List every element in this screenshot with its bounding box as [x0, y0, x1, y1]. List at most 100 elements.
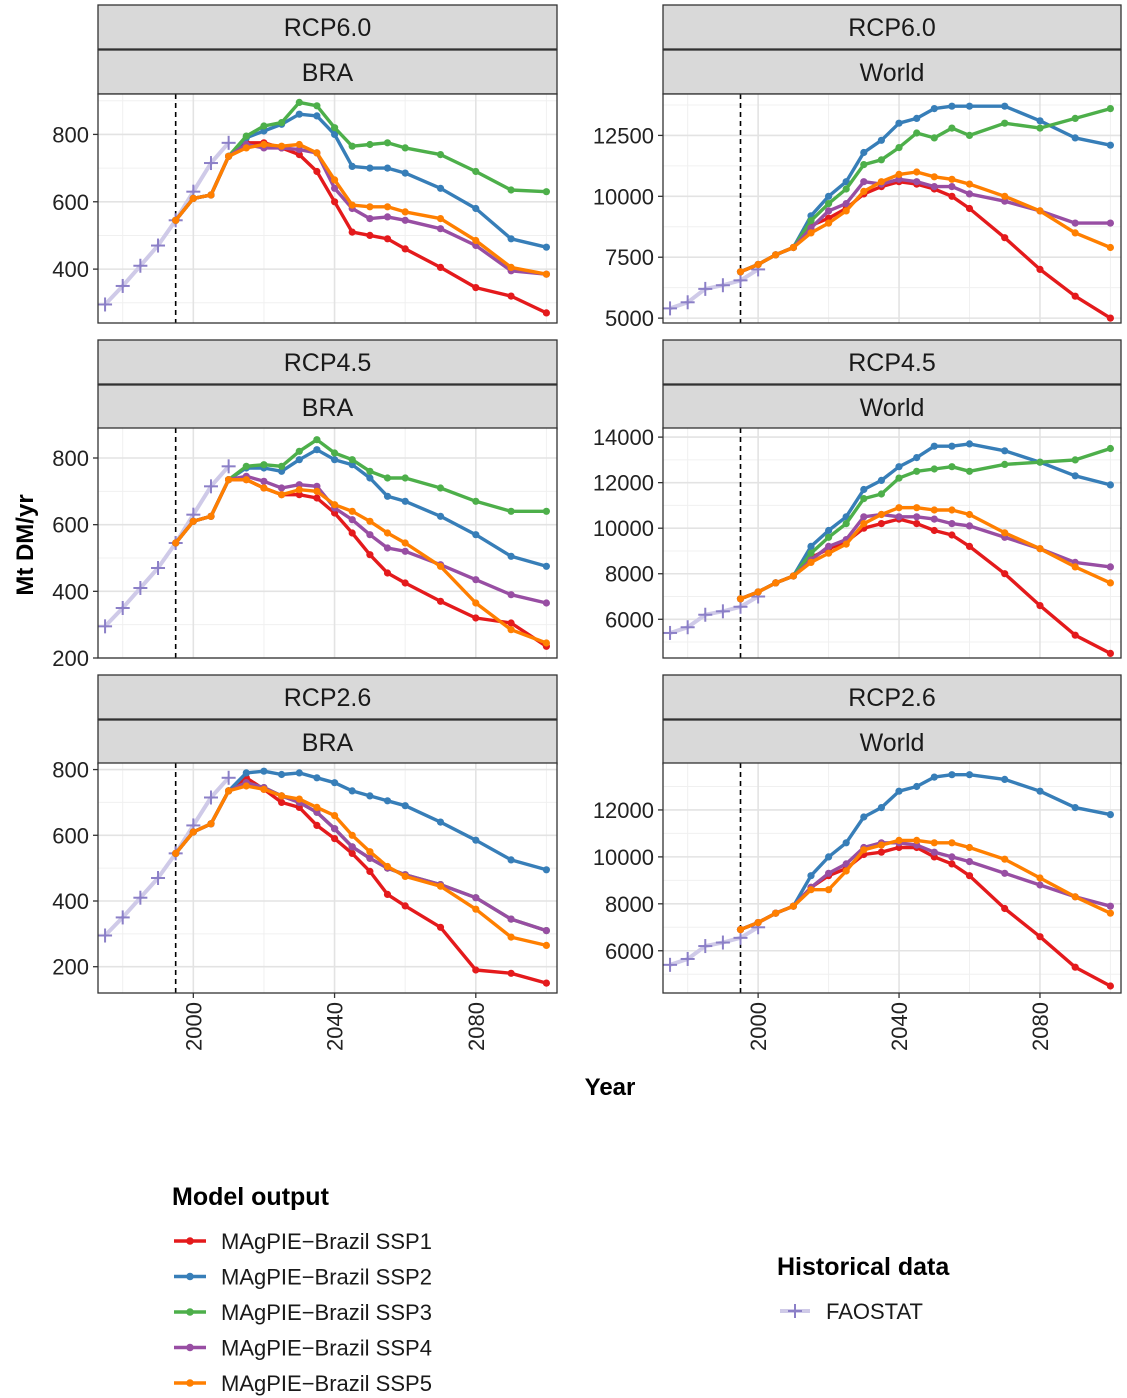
series-point-magpie-brazil-ssp5 — [1106, 243, 1114, 252]
series-point-magpie-brazil-ssp4 — [895, 513, 903, 521]
series-point-magpie-brazil-ssp3 — [472, 167, 480, 176]
historical-faostat-point — [203, 479, 218, 494]
series-point-magpie-brazil-ssp2 — [401, 802, 409, 810]
series-point-magpie-brazil-ssp2 — [877, 136, 886, 144]
series-point-magpie-brazil-ssp4 — [383, 544, 392, 552]
facet-strip-region — [97, 719, 558, 765]
series-point-magpie-brazil-ssp5 — [754, 588, 762, 596]
historical-faostat-point — [203, 156, 218, 171]
series-point-magpie-brazil-ssp4 — [401, 547, 409, 555]
series-point-magpie-brazil-ssp5 — [436, 215, 445, 223]
series-point-magpie-brazil-ssp1 — [965, 872, 974, 880]
y-tick-label: 10000 — [593, 516, 654, 541]
series-point-magpie-brazil-ssp4 — [1106, 219, 1114, 227]
series-point-magpie-brazil-ssp4 — [295, 481, 303, 489]
series-point-magpie-brazil-ssp5 — [754, 260, 762, 269]
series-point-magpie-brazil-ssp5 — [789, 243, 798, 252]
series-point-magpie-brazil-ssp1 — [383, 890, 392, 899]
series-point-magpie-brazil-ssp5 — [313, 803, 321, 812]
series-point-magpie-brazil-ssp2 — [825, 526, 833, 535]
legend-key-point — [186, 1237, 194, 1245]
series-point-magpie-brazil-ssp1 — [507, 969, 515, 977]
series-point-magpie-brazil-ssp1 — [507, 619, 515, 627]
series-point-magpie-brazil-ssp2 — [278, 770, 286, 779]
series-point-magpie-brazil-ssp3 — [807, 217, 815, 225]
series-point-magpie-brazil-ssp1 — [1106, 649, 1114, 658]
series-point-magpie-brazil-ssp2 — [895, 119, 903, 127]
series-point-magpie-brazil-ssp3 — [242, 462, 250, 470]
legend-title-historical-data: Historical data — [777, 1253, 950, 1281]
series-point-magpie-brazil-ssp5 — [383, 529, 392, 537]
series-point-magpie-brazil-ssp5 — [401, 208, 409, 216]
series-point-magpie-brazil-ssp4 — [842, 860, 850, 868]
series-point-magpie-brazil-ssp2 — [507, 856, 515, 864]
series-point-magpie-brazil-ssp5 — [948, 839, 956, 847]
series-point-magpie-brazil-ssp4 — [860, 513, 868, 521]
series-point-magpie-brazil-ssp5 — [542, 941, 551, 950]
series-point-magpie-brazil-ssp2 — [913, 454, 921, 462]
series-point-magpie-brazil-ssp4 — [965, 522, 974, 530]
series-point-magpie-brazil-ssp4 — [930, 848, 938, 856]
historical-faostat-line — [669, 267, 760, 311]
historical-faostat-point — [221, 459, 236, 474]
series-point-magpie-brazil-ssp1 — [1001, 904, 1009, 913]
series-point-magpie-brazil-ssp4 — [965, 858, 974, 866]
series-point-magpie-brazil-ssp1 — [278, 798, 286, 807]
series-point-magpie-brazil-ssp3 — [895, 474, 903, 482]
series-point-magpie-brazil-ssp4 — [913, 513, 921, 521]
historical-faostat-point — [203, 790, 218, 805]
historical-faostat-point — [715, 278, 730, 293]
legend: Model output MAgPIE−Brazil SSP1 MAgPIE−Bra… — [172, 1183, 950, 1396]
series-point-magpie-brazil-ssp2 — [366, 792, 374, 800]
series-point-magpie-brazil-ssp2 — [472, 836, 480, 844]
facet-strip-region-label: World — [860, 59, 925, 87]
y-tick-label: 200 — [52, 955, 89, 980]
series-point-magpie-brazil-ssp5 — [401, 872, 409, 881]
series-point-magpie-brazil-ssp2 — [860, 148, 868, 157]
series-point-magpie-brazil-ssp2 — [807, 872, 815, 880]
series-point-magpie-brazil-ssp2 — [965, 771, 974, 779]
series-point-magpie-brazil-ssp5 — [772, 579, 780, 587]
historical-faostat-point — [98, 297, 113, 312]
series-point-magpie-brazil-ssp2 — [1036, 787, 1044, 795]
series-point-magpie-brazil-ssp4 — [860, 178, 868, 186]
series-point-magpie-brazil-ssp5 — [472, 905, 480, 913]
historical-faostat-point — [715, 935, 730, 950]
series-point-magpie-brazil-ssp5 — [842, 207, 850, 215]
series-point-magpie-brazil-ssp4 — [348, 516, 356, 524]
series-point-magpie-brazil-ssp5 — [331, 501, 339, 509]
series-point-magpie-brazil-ssp4 — [825, 207, 833, 215]
series-point-magpie-brazil-ssp2 — [331, 779, 339, 787]
historical-faostat-point — [221, 770, 236, 785]
series-point-magpie-brazil-ssp1 — [383, 569, 392, 577]
series-point-magpie-brazil-ssp5 — [1071, 229, 1079, 237]
series-point-magpie-brazil-ssp5 — [913, 836, 921, 845]
series-point-magpie-brazil-ssp4 — [948, 853, 956, 861]
facet-strip-region-label: BRA — [302, 394, 354, 422]
facet-strip-region-label: World — [860, 394, 925, 422]
series-point-magpie-brazil-ssp1 — [913, 520, 921, 528]
series-point-magpie-brazil-ssp3 — [948, 463, 956, 471]
y-tick-label: 10000 — [593, 184, 654, 209]
facet-strip-region — [662, 49, 1122, 95]
series-point-magpie-brazil-ssp2 — [860, 813, 868, 821]
series-point-magpie-brazil-ssp3 — [1001, 460, 1009, 468]
series-point-magpie-brazil-ssp2 — [825, 853, 833, 861]
series-point-magpie-brazil-ssp1 — [436, 923, 445, 931]
series-point-magpie-brazil-ssp3 — [313, 436, 321, 444]
series-point-magpie-brazil-ssp2 — [948, 771, 956, 779]
series-point-magpie-brazil-ssp4 — [366, 531, 374, 539]
series-point-magpie-brazil-ssp2 — [260, 127, 268, 135]
series-point-magpie-brazil-ssp5 — [207, 512, 215, 520]
series-point-magpie-brazil-ssp4 — [930, 183, 938, 191]
legend-entry-magpie-brazil-ssp3: MAgPIE−Brazil SSP3 — [174, 1300, 432, 1325]
series-point-magpie-brazil-ssp3 — [860, 161, 868, 169]
series-point-magpie-brazil-ssp4 — [331, 184, 339, 192]
series-point-magpie-brazil-ssp4 — [507, 915, 515, 923]
series-point-magpie-brazil-ssp2 — [348, 162, 356, 170]
series-point-magpie-brazil-ssp3 — [842, 520, 850, 528]
series-point-magpie-brazil-ssp3 — [295, 98, 303, 106]
series-point-magpie-brazil-ssp2 — [1001, 102, 1009, 110]
series-point-magpie-brazil-ssp5 — [825, 886, 833, 894]
series-point-magpie-brazil-ssp1 — [401, 245, 409, 253]
